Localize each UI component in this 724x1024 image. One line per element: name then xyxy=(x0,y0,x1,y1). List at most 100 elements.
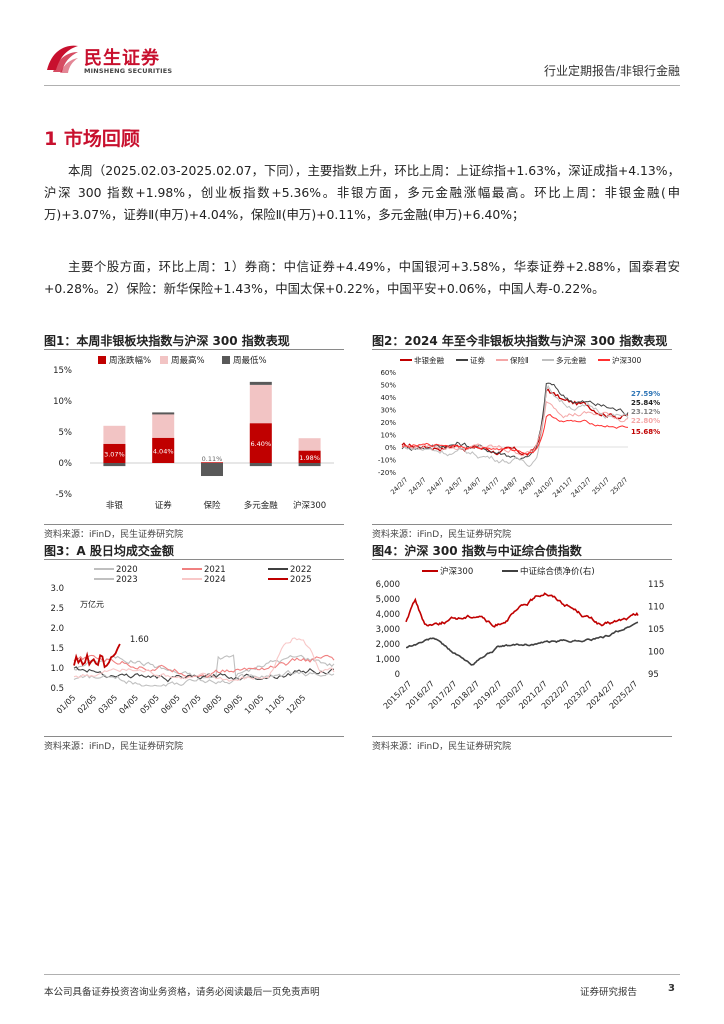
series-line-2024 xyxy=(73,637,335,682)
legend-label: 周最高% xyxy=(171,355,205,366)
series-line-4 xyxy=(401,385,629,468)
legend-label: 沪深300 xyxy=(440,566,473,577)
y-tick-label: 50% xyxy=(380,382,396,390)
bar-data-label: 1.98% xyxy=(299,454,320,462)
section-title: 1 市场回顾 xyxy=(44,128,140,150)
x-tick-label: 11/05 xyxy=(264,693,287,716)
y-left-tick-label: 5,000 xyxy=(376,595,400,605)
y-tick-label: 5% xyxy=(59,428,73,438)
end-value-label: 25.84% xyxy=(631,399,660,407)
figure-title: 图2：2024 年至今非银板块指数与沪深 300 指数表现 xyxy=(372,332,672,350)
legend-swatch xyxy=(222,356,230,364)
series-line-2020 xyxy=(73,654,335,679)
legend-swatch xyxy=(98,356,106,364)
end-value-label: 22.80% xyxy=(631,417,660,425)
footer-disclaimer: 本公司具备证券投资咨询业务资格，请务必阅读最后一页免责声明 xyxy=(44,987,320,998)
y-tick-label: 2.5 xyxy=(50,604,64,614)
x-tick-label: 24/12/7 xyxy=(569,476,592,499)
bar-data-label: 4.04% xyxy=(153,447,174,455)
x-tick-label: 04/05 xyxy=(117,693,140,716)
y-tick-label: 0.5 xyxy=(50,684,64,694)
y-tick-label: 10% xyxy=(380,432,396,440)
legend-swatch xyxy=(160,356,168,364)
report-type: 行业定期报告/非银行金融 xyxy=(543,64,680,78)
x-tick-label: 25/1/7 xyxy=(591,476,611,496)
x-tick-label: 08/05 xyxy=(201,693,224,716)
x-tick-label: 06/05 xyxy=(159,693,182,716)
unit-label: 万亿元 xyxy=(80,599,104,609)
minsheng-logo: 民生证券 MINSHENG SECURITIES xyxy=(44,40,184,80)
legend-label: 2021 xyxy=(204,565,226,575)
end-value-label: 23.12% xyxy=(631,408,660,416)
x-tick-label: 多元金融 xyxy=(244,500,279,511)
figure-title: 图4：沪深 300 指数与中证综合债指数 xyxy=(372,542,672,560)
x-tick-label: 24/7/7 xyxy=(481,476,501,496)
y-right-tick-label: 110 xyxy=(648,603,664,613)
y-tick-label: 3.0 xyxy=(50,584,64,594)
series-line-5 xyxy=(401,414,629,455)
x-tick-label: 24/3/7 xyxy=(407,476,427,496)
annotation-label: 1.60 xyxy=(130,635,149,645)
legend-label: 周涨跌幅% xyxy=(109,355,151,366)
y-right-tick-label: 95 xyxy=(648,670,659,680)
y-tick-label: 1.0 xyxy=(50,664,64,674)
x-tick-label: 24/8/7 xyxy=(499,476,519,496)
bar-week-low xyxy=(152,412,175,415)
series-line-2023 xyxy=(73,669,335,687)
x-tick-label: 24/6/7 xyxy=(462,476,482,496)
bar-data-label: 0.11% xyxy=(202,455,223,463)
x-tick-label: 12/05 xyxy=(285,693,308,716)
y-tick-label: 40% xyxy=(380,394,396,402)
x-tick-label: 01/05 xyxy=(55,693,78,716)
series-line-hs300 xyxy=(405,592,639,628)
legend-label: 2025 xyxy=(290,575,312,585)
bar-data-label: 6.40% xyxy=(250,440,271,448)
end-value-label: 15.68% xyxy=(631,428,660,436)
footer-report-label: 证券研究报告 xyxy=(580,987,638,998)
series-line-2021 xyxy=(73,654,335,678)
y-tick-label: 20% xyxy=(380,419,396,427)
y-left-tick-label: 1,000 xyxy=(376,655,400,665)
chart-ytd-performance: 非银金融 证券 保险Ⅱ 多元金融 沪深300 60% 50% 40% 30% 20% 10% 0% -1… xyxy=(378,355,660,499)
x-tick-label: 证券 xyxy=(155,500,173,511)
series-line-1 xyxy=(401,388,629,457)
figure-1: 图1：本周非银板块指数与沪深 300 指数表现 周涨跌幅% 周最高% 周最低% 15%… xyxy=(44,332,344,540)
x-tick-label: 02/05 xyxy=(76,693,99,716)
paragraph-stocks: 主要个股方面，环比上周：1）券商：中信证券+4.49%，中国银河+3.58%，华… xyxy=(44,259,680,296)
legend-label: 非银金融 xyxy=(414,355,444,365)
figure-source: 资料来源：iFinD，民生证券研究院 xyxy=(372,736,672,752)
paragraph-market-review: 本周（2025.02.03-2025.02.07，下同），主要指数上升，环比上周… xyxy=(44,163,680,222)
y-tick-label: 2.0 xyxy=(50,624,64,634)
y-left-tick-label: 6,000 xyxy=(376,580,400,590)
x-tick-label: 24/5/7 xyxy=(444,476,464,496)
y-tick-label: 0% xyxy=(385,444,396,452)
y-right-tick-label: 100 xyxy=(648,648,664,658)
y-tick-label: 1.5 xyxy=(50,644,64,654)
bar-week-low xyxy=(249,463,272,467)
bar-week-change xyxy=(201,462,223,464)
series-line-bond xyxy=(406,621,639,666)
legend-label: 证券 xyxy=(470,355,485,365)
x-tick-label: 07/05 xyxy=(180,693,203,716)
page-header: 民生证券 MINSHENG SECURITIES 行业定期报告/非银行金融 xyxy=(44,40,680,86)
figure-2: 图2：2024 年至今非银板块指数与沪深 300 指数表现 非银金融 证券 保险Ⅱ 多… xyxy=(372,332,672,540)
bar-week-low xyxy=(249,381,272,385)
y-left-tick-label: 0 xyxy=(395,670,400,680)
figure-source: 资料来源：iFinD，民生证券研究院 xyxy=(44,524,344,540)
x-tick-label: 10/05 xyxy=(243,693,266,716)
figure-title: 图3：A 股日均成交金额 xyxy=(44,542,344,560)
legend-label: 中证综合债净价(右) xyxy=(520,566,595,577)
legend-label: 2020 xyxy=(116,565,138,575)
chart-daily-turnover: 2020 2021 2022 2023 2024 2025 3.0 2.5 2.0 1.5 1.0 0… xyxy=(50,565,335,716)
legend-label: 2022 xyxy=(290,565,312,575)
x-tick-label: 25/2/7 xyxy=(609,476,629,496)
logo-text-en: MINSHENG SECURITIES xyxy=(84,67,173,75)
figure-source: 资料来源：iFinD，民生证券研究院 xyxy=(44,736,344,752)
bar-week-low xyxy=(103,463,126,467)
series-line-3 xyxy=(401,401,629,457)
y-right-tick-label: 105 xyxy=(648,625,664,635)
y-tick-label: 60% xyxy=(380,369,396,377)
bar-week-change xyxy=(249,423,272,463)
end-value-label: 27.59% xyxy=(631,390,660,398)
figure-title: 图1：本周非银板块指数与沪深 300 指数表现 xyxy=(44,332,344,350)
